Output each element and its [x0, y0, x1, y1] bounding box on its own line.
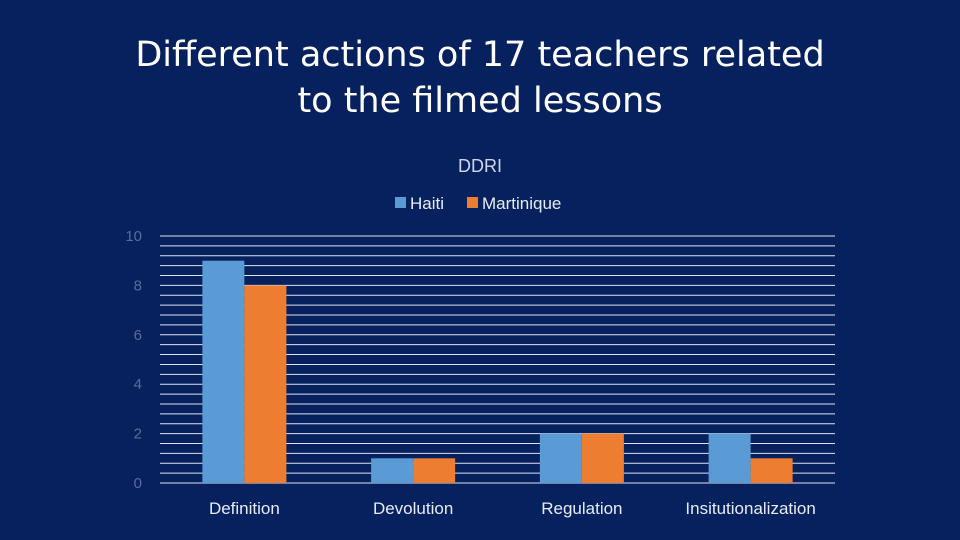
y-tick-label: 6: [134, 327, 142, 344]
legend-swatch-martinique: [467, 197, 478, 208]
bar-haiti-regulation: [539, 433, 582, 483]
chart-legend: Haiti Martinique: [395, 194, 561, 213]
y-axis: 0 2 4 6 8 10: [125, 228, 142, 492]
y-tick-label: 2: [134, 426, 142, 443]
y-tick-label: 10: [125, 228, 142, 245]
bar-martinique-devolution: [413, 458, 456, 483]
x-tick-label: Regulation: [541, 499, 622, 518]
slide-title-line-1: Different actions of 17 teachers related: [135, 35, 825, 75]
x-axis: Definition Devolution Regulation Insitution…: [209, 499, 816, 518]
slide-title-line-2: to the filmed lessons: [297, 81, 663, 121]
legend-label-haiti: Haiti: [410, 194, 444, 213]
bar-series: [202, 260, 793, 483]
chart-title: DDRI: [458, 156, 502, 176]
legend-swatch-haiti: [395, 197, 406, 208]
legend-label-martinique: Martinique: [482, 194, 561, 213]
y-tick-label: 0: [134, 475, 142, 492]
bar-haiti-definition: [202, 260, 245, 483]
bar-martinique-insitutionalization: [750, 458, 793, 483]
y-tick-label: 4: [134, 376, 142, 393]
x-tick-label: Definition: [209, 499, 280, 518]
bar-haiti-insitutionalization: [708, 433, 751, 483]
y-tick-label: 8: [134, 277, 142, 294]
bar-haiti-devolution: [371, 458, 414, 483]
x-tick-label: Insitutionalization: [685, 499, 815, 518]
slide-title: Different actions of 17 teachers related…: [0, 32, 960, 124]
bar-martinique-definition: [244, 285, 287, 483]
x-tick-label: Devolution: [373, 499, 453, 518]
bar-martinique-regulation: [581, 433, 624, 483]
